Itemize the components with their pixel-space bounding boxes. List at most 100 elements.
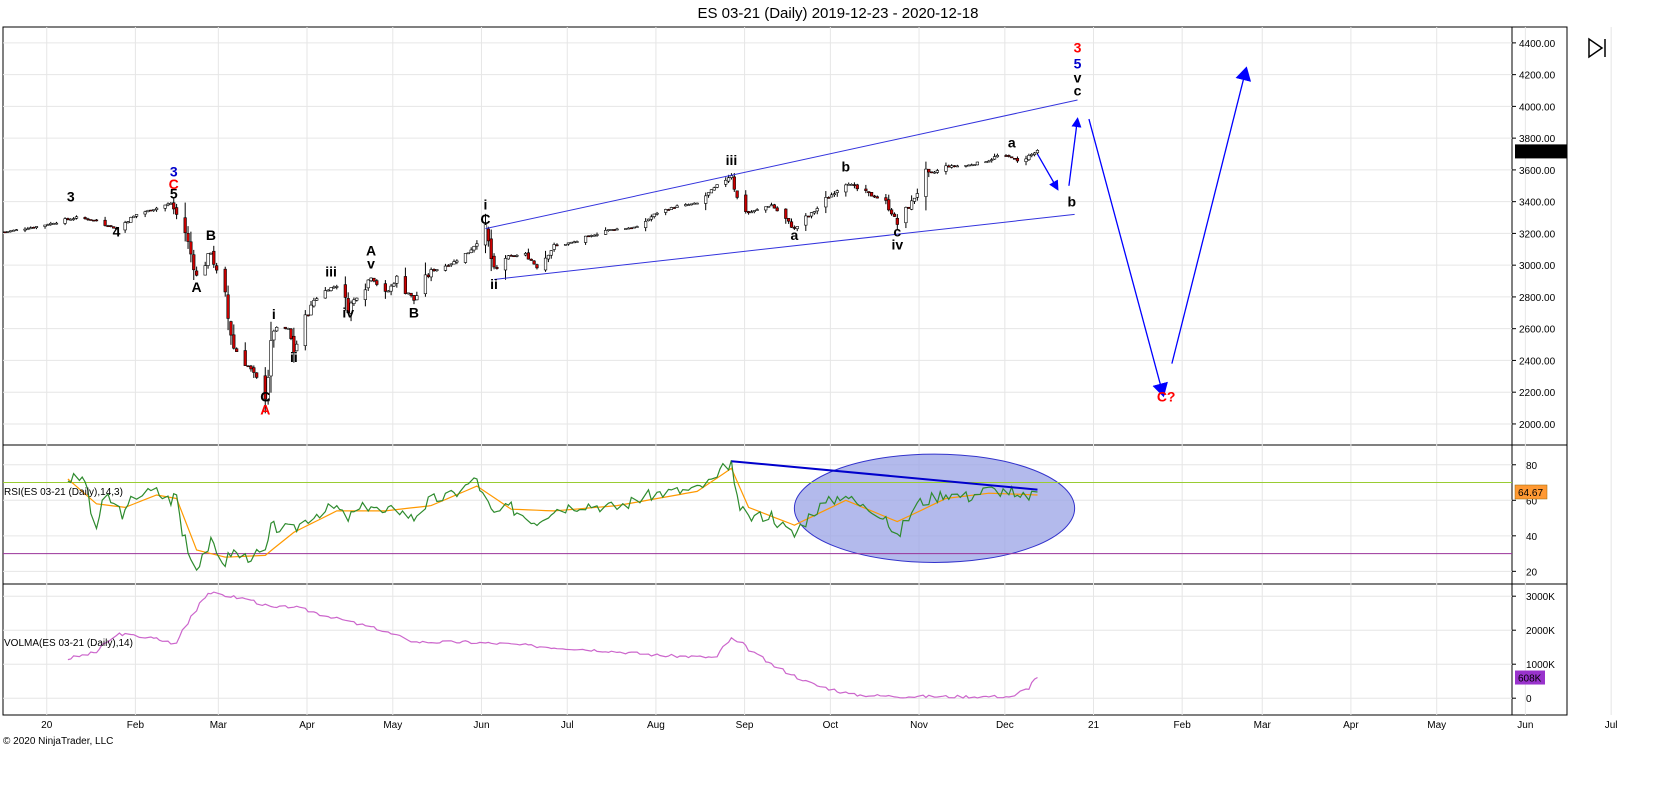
candle-body: [143, 211, 147, 215]
y-tick-label: 3000.00: [1519, 261, 1556, 272]
candle-body: [452, 261, 456, 265]
candle-body: [789, 221, 794, 228]
candle-body: [29, 227, 33, 229]
x-tick-label: 20: [41, 720, 53, 731]
candle-body: [246, 365, 250, 368]
rsi-tick-label: 80: [1526, 461, 1538, 472]
candle-body: [215, 265, 219, 271]
y-tick-label: 2800.00: [1519, 293, 1556, 304]
candle-body: [146, 210, 150, 212]
candle-body: [1024, 158, 1028, 162]
candle-body: [455, 260, 459, 263]
candle-body: [383, 283, 387, 292]
candle-body: [275, 326, 279, 332]
x-tick-label: Apr: [1343, 720, 1359, 731]
rsi-tick-label: 40: [1526, 532, 1538, 543]
candle-body: [526, 252, 530, 260]
candle-body: [332, 286, 336, 289]
candle-body: [932, 171, 937, 174]
candle-body: [807, 215, 811, 218]
candle-body: [43, 224, 47, 227]
candle-body: [54, 222, 59, 225]
candle-body: [443, 265, 448, 271]
rsi-value-tag: [1514, 484, 1548, 500]
candle-body: [804, 215, 808, 226]
candle-body: [904, 207, 908, 224]
candle-body: [543, 257, 548, 271]
candle-body: [112, 226, 116, 229]
wave-label: c: [1074, 82, 1082, 98]
wave-label: v: [367, 255, 375, 271]
candle-body: [395, 275, 399, 284]
volma-pane[interactable]: [67, 591, 1038, 699]
wave-label: c: [893, 224, 901, 240]
x-tick-label: Nov: [910, 720, 928, 731]
wave-label: b: [1067, 193, 1076, 209]
candle-body: [509, 255, 513, 257]
candle-body: [495, 266, 499, 269]
candle-body: [249, 365, 253, 370]
candle-body: [426, 274, 430, 278]
x-tick-label: Sep: [736, 720, 754, 731]
candle-body: [764, 206, 768, 211]
candle-body: [289, 328, 293, 339]
candle-body: [732, 176, 736, 190]
candle-body: [186, 232, 190, 242]
x-tick-label: Mar: [1254, 720, 1272, 731]
rsi-tick-label: 60: [1526, 496, 1538, 507]
candle-body: [1012, 158, 1017, 160]
candle-body: [712, 187, 716, 191]
candle-body: [506, 255, 510, 260]
rsi-value-label: 64.67: [1518, 488, 1543, 499]
candle-body: [172, 202, 176, 210]
axes: 20 Feb Mar Apr May Jun Jul Aug Sep Oct Nov Dec 21 Feb…: [41, 39, 1617, 731]
skip-to-end-icon[interactable]: [1588, 37, 1606, 59]
candle-body: [269, 340, 273, 377]
candle-body: [675, 205, 679, 208]
candle-body: [884, 197, 888, 201]
x-tick-label: Aug: [647, 720, 665, 731]
chart-title: ES 03-21 (Daily) 2019-12-23 - 2020-12-18: [698, 5, 979, 22]
candle-body: [92, 219, 96, 222]
candle-body: [583, 235, 588, 243]
candle-body: [475, 243, 479, 247]
wave-label: ii: [490, 276, 498, 292]
candle-body: [31, 227, 36, 229]
price-pane[interactable]: [3, 66, 1252, 414]
candle-body: [409, 292, 413, 296]
rsi-pane[interactable]: [3, 453, 1512, 572]
candle-body: [295, 343, 299, 352]
candle-body: [1004, 155, 1008, 157]
y-tick-label: 2200.00: [1519, 388, 1556, 399]
candle-body: [915, 193, 919, 198]
last-price-label: 3716.50: [1519, 147, 1556, 158]
candle-body: [984, 161, 988, 164]
candle-body: [252, 367, 256, 373]
candle-body: [566, 242, 571, 245]
candle-body: [892, 213, 897, 217]
candle-body: [849, 184, 854, 186]
candle-body: [612, 229, 616, 231]
candle-body: [183, 217, 187, 234]
candle-body: [669, 207, 673, 210]
candle-body: [744, 194, 748, 212]
candle-body: [755, 209, 759, 211]
candle-body: [209, 252, 213, 255]
candle-body: [352, 299, 356, 304]
x-tick-label: Feb: [127, 720, 145, 731]
candle-body: [349, 302, 353, 314]
candle-body: [1027, 155, 1031, 161]
candle-body: [486, 228, 490, 242]
candle-body: [103, 219, 107, 226]
candle-body: [49, 222, 53, 225]
candle-body: [52, 223, 56, 225]
candle-body: [632, 226, 636, 229]
candle-body: [972, 164, 977, 166]
y-tick-label: 3400.00: [1519, 198, 1556, 209]
candle-body: [589, 235, 593, 237]
wave-label: 5: [1074, 55, 1082, 71]
candle-body: [824, 197, 828, 208]
y-tick-label: 3800.00: [1519, 134, 1556, 145]
candle-body: [829, 194, 834, 198]
